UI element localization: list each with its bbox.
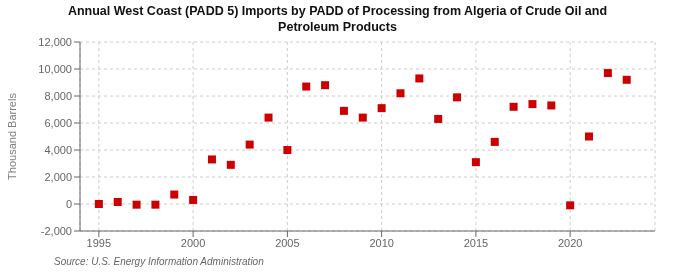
svg-text:2010: 2010 (369, 237, 393, 249)
svg-text:0: 0 (66, 198, 72, 210)
svg-text:6,000: 6,000 (44, 117, 72, 129)
svg-text:2015: 2015 (464, 237, 488, 249)
svg-text:2020: 2020 (558, 237, 582, 249)
svg-text:12,000: 12,000 (38, 36, 72, 48)
svg-text:2000: 2000 (181, 237, 205, 249)
html-text:Annual West Coast (PADD 5) Imp: Annual West Coast (PADD 5) Imports by PA… (67, 4, 608, 18)
html-text:Source: U.S. Energy Informatio: Source: U.S. Energy Information Administ… (54, 256, 264, 267)
svg-text:1995: 1995 (87, 237, 111, 249)
svg-text:2,000: 2,000 (44, 171, 72, 183)
svg-text:Thousand Barrels: Thousand Barrels (8, 93, 18, 180)
svg-text:2005: 2005 (275, 237, 299, 249)
svg-text:4,000: 4,000 (44, 144, 72, 156)
svg-text:-2,000: -2,000 (41, 225, 72, 237)
svg-text:10,000: 10,000 (38, 63, 72, 75)
html-text:Petroleum Products: Petroleum Products (278, 20, 397, 34)
svg-text:8,000: 8,000 (44, 90, 72, 102)
